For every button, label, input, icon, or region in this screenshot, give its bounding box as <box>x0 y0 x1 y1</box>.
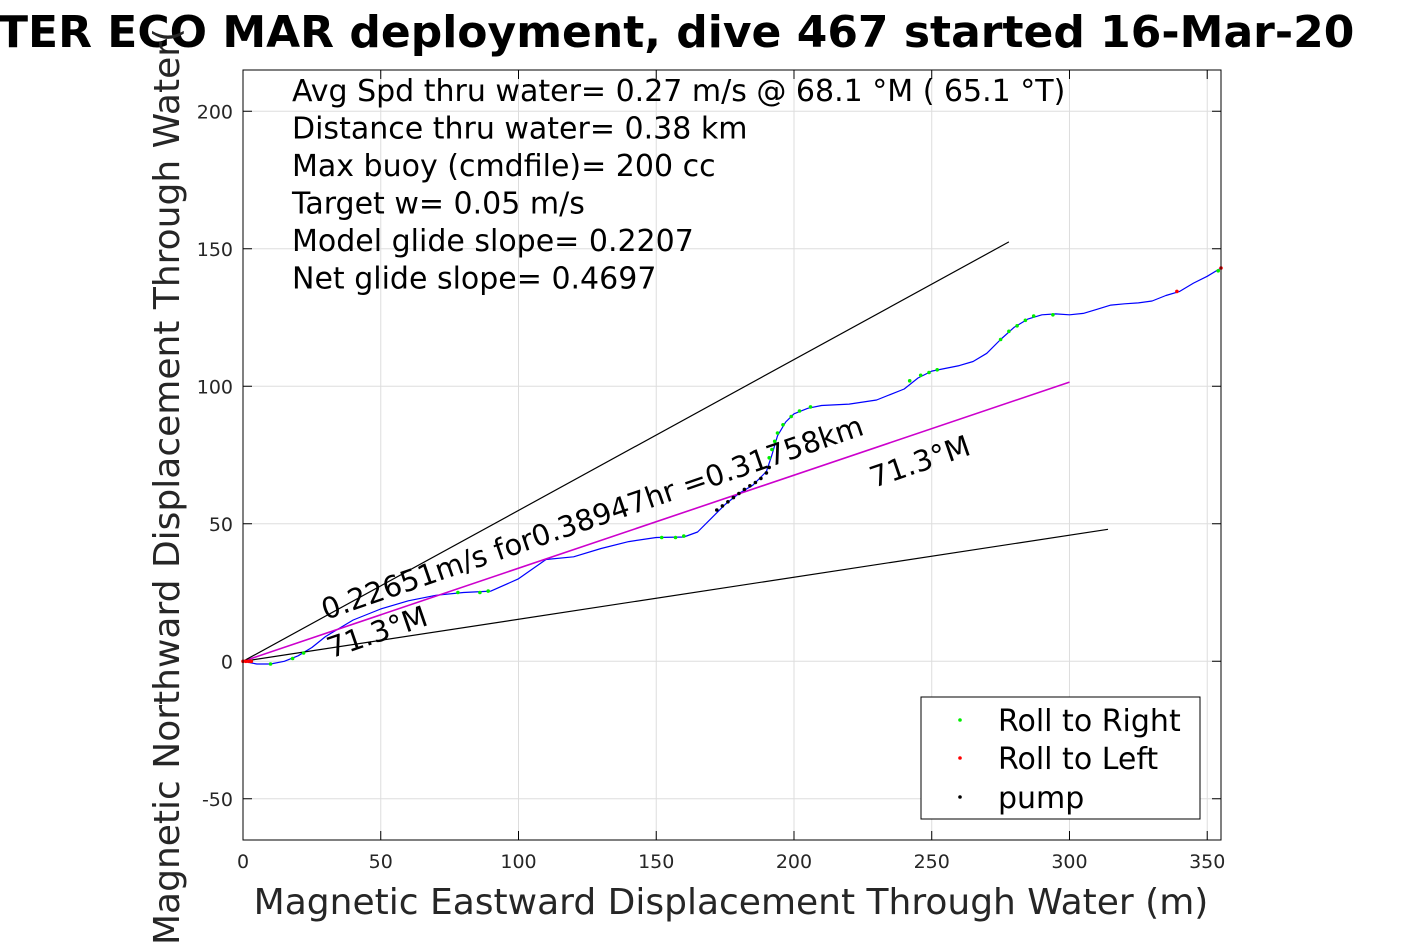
legend-label-roll-left: Roll to Left <box>998 742 1158 777</box>
y-tick-label: 150 <box>197 239 233 261</box>
x-tick-label: 250 <box>914 851 950 873</box>
roll-right-point <box>1031 314 1036 318</box>
roll-left-point <box>244 659 248 664</box>
pump-point <box>753 480 758 485</box>
info-line: Avg Spd thru water= 0.27 m/s @ 68.1 °M (… <box>292 74 1065 109</box>
info-line: Target w= 0.05 m/s <box>291 187 585 222</box>
roll-right-point <box>268 662 273 666</box>
info-line: Net glide slope= 0.4697 <box>292 262 656 297</box>
pump-point <box>767 465 771 470</box>
x-axis-label: Magnetic Eastward Displacement Through W… <box>254 882 1209 923</box>
x-tick-label: 100 <box>500 851 536 873</box>
roll-right-point <box>682 534 686 538</box>
roll-right-point <box>1007 329 1011 334</box>
x-tick-label: 50 <box>369 851 393 873</box>
roll-left-point <box>246 659 251 664</box>
pump-point <box>759 476 763 481</box>
grid <box>242 70 1221 840</box>
x-tick-label: 300 <box>1051 851 1087 873</box>
roll-right-point <box>775 431 780 435</box>
glide-bound-line <box>242 241 1010 662</box>
pump-point <box>742 487 747 492</box>
pump-point <box>720 504 725 508</box>
roll-left-point <box>249 659 254 664</box>
roll-right-point <box>767 456 771 460</box>
legend-label-pump: pump <box>998 781 1084 816</box>
legend-marker-roll-right <box>958 718 962 722</box>
roll-right-point <box>659 535 664 540</box>
roll-left-point <box>1175 289 1179 294</box>
y-tick-label: 0 <box>221 651 233 673</box>
roll-right-point <box>998 337 1003 342</box>
roll-right-point <box>935 368 939 372</box>
roll-right-point <box>1015 324 1019 328</box>
info-line: Model glide slope= 0.2207 <box>292 224 694 259</box>
roll-right-point <box>808 405 813 409</box>
info-text-block: Avg Spd thru water= 0.27 m/s @ 68.1 °M (… <box>291 74 1065 297</box>
roll-right-point <box>770 447 774 452</box>
roll-right-point <box>918 373 923 378</box>
pump-point <box>715 508 719 512</box>
y-axis-label: Magnetic Northward Displacement Through … <box>147 28 188 945</box>
legend-box <box>920 696 1201 820</box>
roll-right-point <box>1023 318 1028 323</box>
roll-right-point <box>927 370 931 375</box>
x-tick-label: 350 <box>1189 851 1225 873</box>
x-tick-label: 0 <box>237 851 249 873</box>
x-tick-label: 150 <box>638 851 674 873</box>
roll-right-point <box>486 589 491 593</box>
roll-right-point <box>456 590 460 595</box>
info-line: Max buoy (cmdfile)= 200 cc <box>292 149 716 184</box>
info-line: Distance thru water= 0.38 km <box>292 112 747 147</box>
pump-point <box>737 491 741 496</box>
roll-right-point <box>290 656 295 661</box>
pump-point <box>726 500 730 504</box>
tick-labels: 0 50 100 150 200 250 300 350 -50 0 50 100 150 200 <box>197 101 1226 873</box>
chart-title: TER ECO MAR deployment, dive 467 started… <box>0 7 1354 58</box>
y-tick-label: 50 <box>209 514 233 536</box>
roll-right-point <box>301 651 306 655</box>
legend-marker-roll-left <box>958 756 962 760</box>
legend-marker-pump <box>958 795 962 799</box>
pump-point <box>748 484 752 488</box>
x-tick-label: 200 <box>776 851 812 873</box>
plot-frame <box>242 69 1222 841</box>
pump-point <box>764 471 769 475</box>
roll-right-point <box>797 409 802 413</box>
roll-right-point <box>1051 313 1055 317</box>
y-tick-label: 100 <box>197 376 233 398</box>
roll-right-point <box>673 535 678 540</box>
roll-right-point <box>478 590 482 595</box>
legend-label-roll-right: Roll to Right <box>998 704 1181 739</box>
roll-right-point <box>907 379 912 383</box>
roll-right-point <box>772 439 777 444</box>
roll-right-point <box>781 423 785 427</box>
y-tick-label: 200 <box>197 101 233 123</box>
y-tick-label: -50 <box>202 789 233 811</box>
legend: Roll to Right Roll to Left pump <box>920 696 1201 820</box>
track-line <box>242 267 1222 665</box>
roll-right-point <box>1216 269 1220 273</box>
glide-bound-line <box>242 528 1109 662</box>
model-glide-line <box>242 381 1070 663</box>
roll-right-point <box>789 414 793 419</box>
pump-point <box>731 495 736 500</box>
